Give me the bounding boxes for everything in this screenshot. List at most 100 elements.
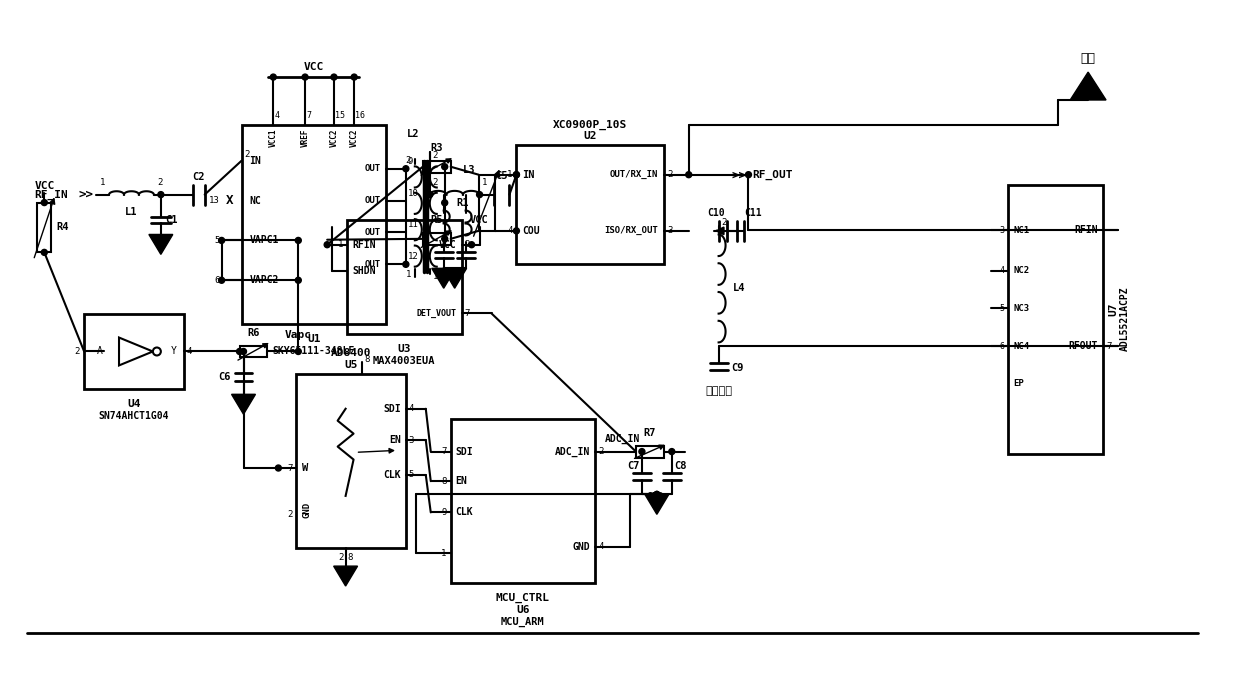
Bar: [37, 203, 51, 253]
Text: VAPC1: VAPC1: [249, 235, 279, 246]
Circle shape: [653, 491, 660, 498]
Text: CLK: CLK: [383, 470, 401, 480]
Text: 1: 1: [433, 272, 438, 281]
Circle shape: [653, 491, 660, 498]
Circle shape: [324, 242, 330, 248]
Text: 天线: 天线: [1080, 52, 1096, 65]
Circle shape: [303, 74, 308, 80]
Text: C1: C1: [165, 214, 177, 225]
Text: OUT: OUT: [365, 164, 381, 174]
Text: SHDN: SHDN: [352, 266, 376, 276]
Circle shape: [351, 74, 357, 80]
Text: 8: 8: [347, 553, 353, 562]
Text: 12: 12: [408, 253, 419, 262]
Text: C7: C7: [627, 461, 640, 471]
Text: U7: U7: [1109, 303, 1118, 316]
Text: L4: L4: [733, 283, 745, 294]
Circle shape: [476, 192, 482, 198]
Text: 2: 2: [668, 170, 673, 179]
Text: 3: 3: [409, 436, 414, 445]
Text: 1: 1: [405, 270, 410, 279]
Text: 10: 10: [408, 189, 419, 198]
Bar: [450, 418, 595, 583]
Text: 7: 7: [306, 111, 311, 120]
Text: 2: 2: [286, 510, 293, 519]
Text: VCC: VCC: [439, 239, 456, 250]
Text: C8: C8: [673, 461, 686, 471]
Polygon shape: [232, 394, 255, 414]
Text: 2: 2: [157, 178, 162, 187]
Text: U6: U6: [516, 605, 529, 615]
Text: VREF: VREF: [300, 129, 310, 147]
Text: CLK: CLK: [455, 507, 474, 518]
Text: W: W: [303, 463, 309, 473]
Text: 2: 2: [405, 156, 410, 165]
Text: NC4: NC4: [1013, 341, 1029, 350]
Text: SDI: SDI: [455, 446, 474, 457]
Text: 2: 2: [465, 240, 470, 249]
Text: 5: 5: [215, 236, 219, 245]
Circle shape: [427, 192, 433, 198]
Bar: [516, 145, 663, 264]
Text: 1: 1: [507, 170, 512, 179]
Text: ISO/RX_OUT: ISO/RX_OUT: [604, 226, 658, 235]
Text: U5: U5: [345, 360, 358, 370]
Circle shape: [686, 171, 692, 178]
Circle shape: [241, 348, 247, 355]
Polygon shape: [334, 566, 357, 586]
Text: VCC2: VCC2: [350, 129, 358, 147]
Text: OUT: OUT: [365, 228, 381, 237]
Circle shape: [295, 237, 301, 244]
Text: SKY65111-348LF: SKY65111-348LF: [273, 346, 355, 356]
Circle shape: [403, 262, 409, 267]
Text: IN: IN: [522, 170, 534, 180]
Text: 7: 7: [441, 447, 446, 456]
Bar: [296, 374, 405, 548]
Text: GND: GND: [303, 502, 311, 518]
Text: 2: 2: [722, 218, 727, 227]
Bar: [347, 219, 461, 334]
Text: 2: 2: [339, 553, 343, 562]
Polygon shape: [432, 269, 455, 288]
Text: C2: C2: [192, 171, 205, 182]
Text: 1: 1: [481, 178, 487, 187]
Bar: [84, 314, 184, 389]
Text: VCC1: VCC1: [269, 129, 278, 147]
Text: L1: L1: [125, 207, 138, 217]
Circle shape: [513, 171, 520, 178]
Text: 2: 2: [433, 151, 438, 160]
Text: 7: 7: [286, 464, 293, 473]
Text: L3: L3: [464, 164, 476, 175]
Text: 4: 4: [274, 111, 279, 120]
Text: VCC2: VCC2: [330, 129, 339, 147]
Text: RF_IN: RF_IN: [35, 189, 68, 200]
Text: 接收信号: 接收信号: [706, 386, 732, 396]
Polygon shape: [1070, 72, 1106, 100]
Text: EN: EN: [389, 435, 401, 445]
Text: VAPC2: VAPC2: [249, 276, 279, 285]
Polygon shape: [645, 494, 668, 514]
Circle shape: [639, 448, 645, 455]
Polygon shape: [149, 235, 172, 255]
Text: >>: >>: [732, 168, 746, 181]
Text: C6: C6: [218, 373, 231, 382]
Text: U1: U1: [308, 334, 320, 344]
Text: 7: 7: [465, 309, 470, 318]
Text: ADC_IN: ADC_IN: [554, 446, 590, 457]
Text: C10: C10: [707, 208, 724, 218]
Text: U4: U4: [128, 399, 140, 409]
Text: OUT/RX_IN: OUT/RX_IN: [610, 170, 658, 179]
Text: A: A: [97, 346, 103, 357]
Circle shape: [513, 171, 520, 178]
Text: 6: 6: [999, 341, 1004, 350]
Text: AD8400: AD8400: [331, 348, 371, 358]
Circle shape: [441, 236, 448, 242]
Text: C11: C11: [744, 208, 763, 218]
Text: 2: 2: [598, 447, 604, 456]
Text: 3: 3: [668, 226, 673, 235]
Text: 6: 6: [215, 276, 219, 285]
Bar: [242, 125, 386, 324]
Circle shape: [745, 171, 751, 178]
Text: 8: 8: [441, 477, 446, 486]
Text: XC0900P_10S: XC0900P_10S: [553, 119, 627, 130]
